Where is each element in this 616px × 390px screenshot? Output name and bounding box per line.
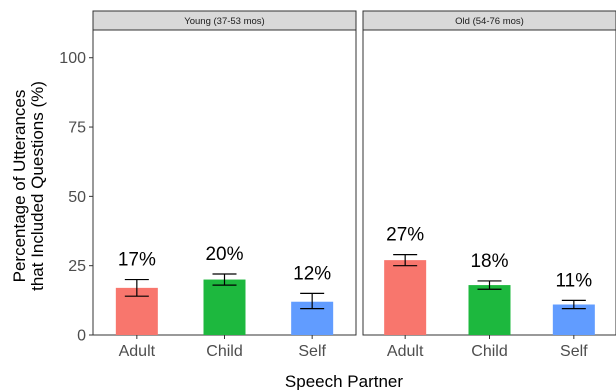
x-tick-label: Child — [471, 343, 507, 360]
y-axis-title-line-2: that Included Questions (%) — [28, 81, 47, 291]
x-tick-label: Child — [206, 343, 242, 360]
bar-self — [552, 304, 595, 335]
y-tick-label: 0 — [77, 328, 86, 345]
facet-strip-label: Old (54-76 mos) — [455, 16, 524, 27]
y-tick-label: 75 — [68, 120, 86, 137]
facet-panel: Old (54-76 mos) 27% Adult 18% Child 11% Self — [362, 10, 616, 360]
error-bar — [561, 299, 586, 310]
error-bar — [212, 273, 237, 286]
bar-value-label: 17% — [118, 250, 156, 271]
bar-value-label: 20% — [205, 244, 243, 265]
error-bar — [124, 278, 149, 297]
x-tick-label: Adult — [387, 343, 424, 360]
y-tick-label: 50 — [68, 189, 86, 206]
x-axis-title: Speech Partner — [285, 372, 403, 390]
bar-value-label: 18% — [470, 251, 508, 272]
bar-value-label: 27% — [386, 225, 424, 246]
bar-value-label: 11% — [556, 270, 593, 291]
facet-strip-label: Young (37-53 mos) — [184, 16, 264, 27]
y-axis-title-line-1: Percentage of Utterances — [10, 90, 29, 283]
error-bar — [300, 292, 325, 310]
bar-child — [203, 279, 246, 335]
x-tick-label: Self — [298, 343, 326, 360]
facet-panel: Young (37-53 mos) 17% Adult 20% Child 12% Self — [92, 10, 357, 360]
bar-child — [468, 285, 511, 335]
bar-value-label: 12% — [293, 263, 331, 284]
error-bar — [393, 253, 418, 267]
x-tick-label: Adult — [119, 343, 156, 360]
error-bar — [477, 280, 502, 290]
y-tick-label: 25 — [68, 258, 86, 275]
y-tick-label: 100 — [59, 50, 86, 67]
x-tick-label: Self — [560, 343, 588, 360]
bar-adult — [384, 260, 427, 335]
